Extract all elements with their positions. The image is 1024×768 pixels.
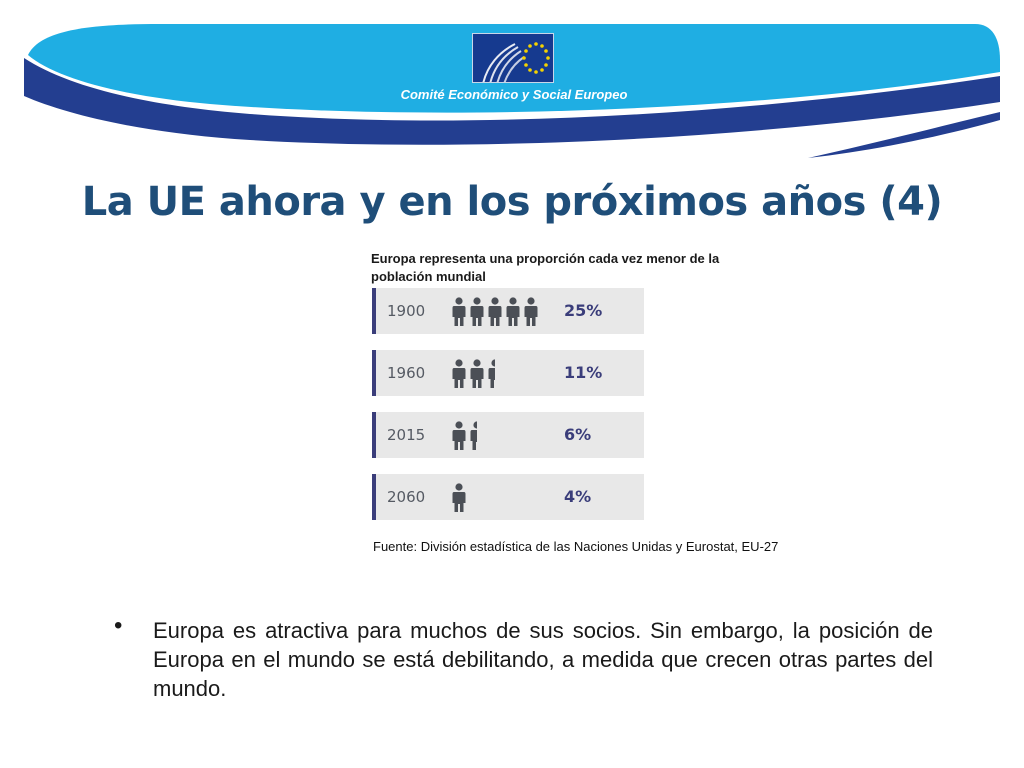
row-percentage: 11% (564, 363, 603, 382)
row-year: 2015 (387, 426, 426, 444)
bullet-paragraph: Europa es atractiva para muchos de sus s… (153, 618, 933, 701)
row-year: 1900 (387, 302, 426, 320)
eu-stars-logo-icon (482, 42, 550, 82)
slide-title: La UE ahora y en los próximos años (4) (81, 179, 943, 225)
row-year: 1960 (387, 364, 426, 382)
person-icon (470, 359, 484, 388)
source-note: Fuente: División estadística de las Naci… (373, 539, 779, 554)
row-percentage: 25% (564, 301, 603, 320)
organization-name: Comité Económico y Social Europeo (400, 87, 628, 102)
eesc-logo (472, 33, 554, 83)
row-year: 2060 (387, 488, 426, 506)
person-icons-group (452, 421, 488, 451)
row-percentage: 6% (564, 425, 592, 444)
infographic-caption: Europa representa una proporción cada ve… (371, 251, 720, 284)
person-icons-group (452, 297, 542, 327)
population-row: 1960 11% (372, 350, 644, 396)
person-icon (470, 297, 484, 326)
person-icon (524, 297, 538, 326)
row-percentage: 4% (564, 487, 592, 506)
person-icon (470, 421, 477, 450)
person-icon (506, 297, 520, 326)
person-icons-group (452, 483, 470, 513)
population-row: 2015 6% (372, 412, 644, 458)
person-icon (488, 297, 502, 326)
population-row: 1900 25% (372, 288, 644, 334)
population-row: 2060 4% (372, 474, 644, 520)
person-icon (452, 359, 466, 388)
person-icon (488, 359, 495, 388)
person-icon (452, 421, 466, 450)
person-icon (452, 297, 466, 326)
bullet-marker: • (114, 612, 123, 639)
person-icons-group (452, 359, 506, 389)
person-icon (452, 483, 466, 512)
